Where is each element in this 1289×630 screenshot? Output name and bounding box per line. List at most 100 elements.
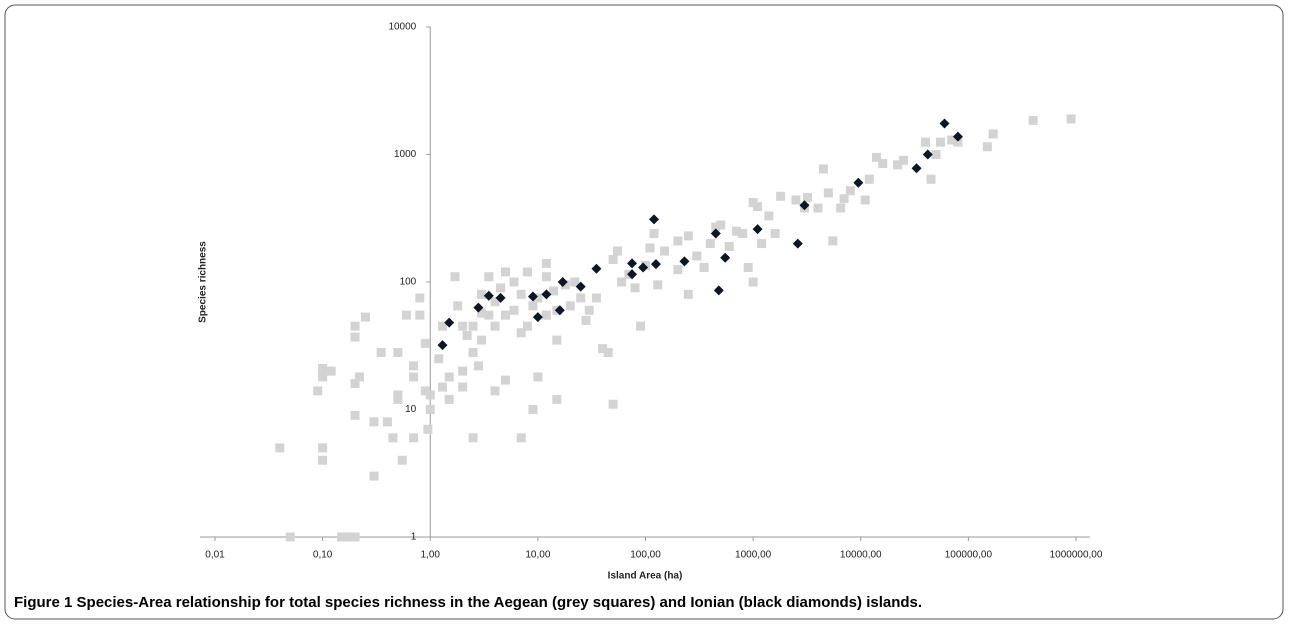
square-point	[516, 433, 526, 443]
square-point	[953, 137, 963, 147]
square-point	[818, 164, 828, 174]
y-tick-label: 10000	[388, 22, 416, 33]
square-point	[318, 372, 328, 382]
square-point	[753, 202, 763, 212]
square-point	[468, 347, 478, 357]
x-tick-label: 100000,00	[945, 550, 993, 561]
diamond-point	[444, 317, 455, 328]
diamond-point	[575, 281, 586, 292]
square-point	[683, 289, 693, 299]
x-tick-label: 1000000,00	[1050, 550, 1103, 561]
square-point	[748, 277, 758, 287]
square-point	[528, 405, 538, 414]
square-point	[318, 443, 328, 453]
square-point	[541, 310, 551, 320]
square-point	[692, 251, 702, 261]
square-point	[613, 246, 623, 256]
square-point	[770, 229, 780, 239]
square-point	[560, 280, 570, 290]
diamond-point	[591, 263, 602, 274]
square-point	[893, 160, 903, 170]
square-point	[409, 361, 419, 371]
square-point	[516, 289, 526, 299]
diamond-point	[473, 302, 484, 313]
square-point	[458, 321, 468, 331]
diamond-point	[554, 305, 565, 316]
square-point	[549, 286, 559, 296]
square-point	[608, 255, 618, 265]
square-point	[860, 195, 870, 205]
caption-text: Species-Area relationship for total spec…	[77, 594, 923, 611]
square-point	[802, 192, 812, 202]
square-point	[393, 394, 403, 404]
square-point	[350, 378, 360, 388]
square-point	[584, 305, 594, 315]
square-point	[570, 277, 580, 287]
square-point	[458, 366, 468, 376]
square-point	[318, 363, 328, 373]
square-point	[382, 417, 392, 427]
square-point	[839, 194, 849, 204]
square-point	[724, 241, 734, 251]
square-point	[552, 335, 562, 345]
y-tick-label: 1	[411, 532, 417, 543]
x-axis-label: Island Area (ha)	[608, 571, 683, 582]
square-point	[836, 203, 846, 213]
square-point	[409, 372, 419, 382]
diamond-point	[752, 224, 763, 235]
frame	[4, 4, 1284, 620]
square-point	[845, 186, 855, 196]
square-point	[935, 137, 945, 147]
square-point	[1028, 115, 1038, 125]
square-point	[369, 471, 379, 481]
square-point	[673, 265, 683, 275]
square-point	[477, 335, 487, 345]
x-tick-label: 10000,00	[840, 550, 882, 561]
diamond-point	[679, 256, 690, 267]
diamond-point	[495, 292, 506, 303]
square-point	[636, 321, 646, 331]
x-tick-label: 1000,00	[735, 550, 772, 561]
square-point	[608, 399, 618, 409]
diamond-point	[853, 177, 864, 188]
square-point	[458, 382, 468, 392]
square-point	[1066, 114, 1076, 124]
diamond-point	[952, 131, 963, 142]
square-point	[673, 236, 683, 246]
y-tick-label: 100	[400, 277, 417, 288]
x-tick-label: 1,00	[421, 550, 441, 561]
square-point	[738, 229, 748, 239]
diamond-point	[939, 118, 950, 129]
square-point	[823, 188, 833, 198]
square-point	[275, 443, 285, 453]
square-point	[764, 211, 774, 221]
square-point	[477, 289, 487, 299]
square-point	[926, 174, 936, 184]
square-point	[490, 297, 500, 307]
diamond-point	[911, 163, 922, 174]
diamond-point	[638, 262, 649, 273]
square-point	[541, 258, 551, 268]
square-point	[591, 293, 601, 303]
square-point	[337, 532, 347, 542]
diamond-point	[627, 269, 638, 280]
square-point	[444, 394, 454, 404]
square-point	[711, 222, 721, 232]
x-tick-label: 10,00	[525, 550, 550, 561]
square-point	[420, 386, 430, 396]
square-point	[878, 158, 888, 168]
square-point	[541, 272, 551, 282]
square-point	[313, 386, 323, 396]
square-point	[716, 220, 726, 230]
square-point	[453, 301, 463, 311]
square-point	[581, 315, 591, 325]
square-point	[354, 372, 364, 382]
square-point	[757, 239, 767, 249]
square-point	[871, 152, 881, 162]
square-point	[318, 455, 328, 465]
square-point	[649, 229, 659, 239]
square-point	[342, 532, 352, 542]
square-point	[522, 321, 532, 331]
square-point	[369, 417, 379, 427]
square-point	[468, 321, 478, 331]
